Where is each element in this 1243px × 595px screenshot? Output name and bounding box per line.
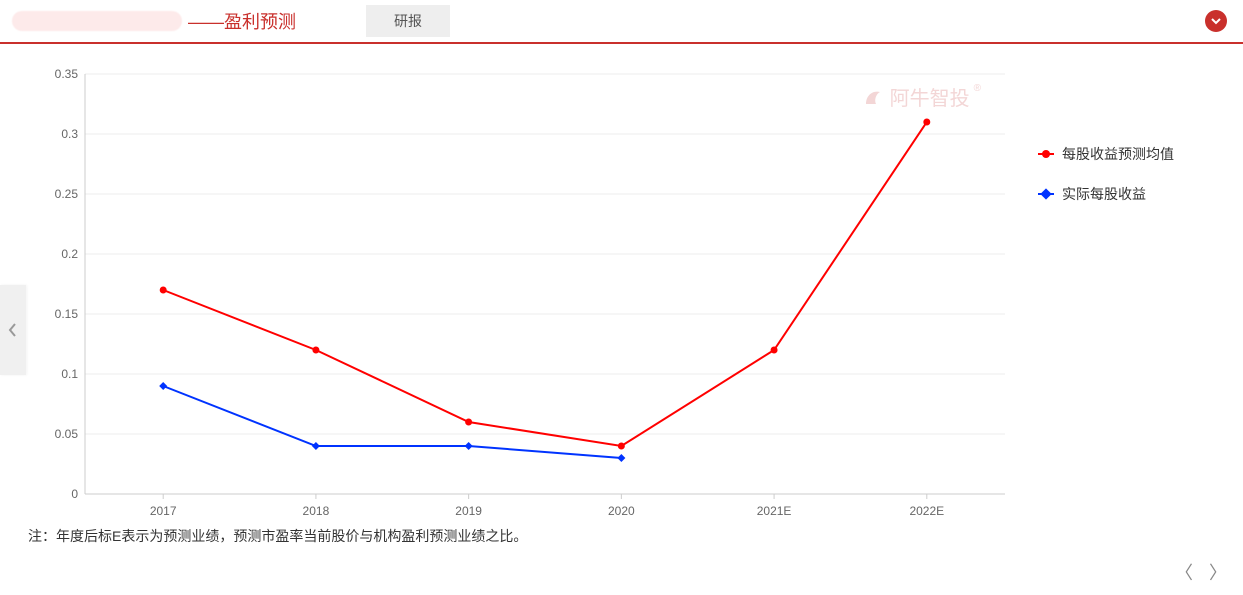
main-content: 0 0.05 0.1 0.15 0.2 0.25 0.3 0.35 2017 2018 2019 2… [0, 44, 1243, 524]
page-title: ——盈利预测 [188, 8, 296, 34]
tab-research-report[interactable]: 研报 [366, 5, 450, 37]
x-tick-label: 2021E [757, 504, 792, 518]
y-tick-label: 0 [38, 487, 78, 501]
watermark-text: 阿牛智投 [890, 82, 970, 111]
pagination-nav: 〈 〉 [1175, 559, 1227, 585]
x-tick-label: 2020 [608, 504, 635, 518]
legend-item-forecast[interactable]: 每股收益预测均值 [1038, 144, 1174, 164]
legend-label: 实际每股收益 [1062, 184, 1146, 204]
y-tick-label: 0.1 [38, 367, 78, 381]
legend-label: 每股收益预测均值 [1062, 144, 1174, 164]
y-tick-label: 0.15 [38, 307, 78, 321]
chevron-down-icon [1211, 16, 1221, 26]
watermark-logo-icon [862, 86, 884, 108]
title-text: 盈利预测 [224, 12, 296, 32]
y-tick-label: 0.35 [38, 67, 78, 81]
prev-page-button[interactable]: 〈 [1175, 559, 1193, 585]
y-tick-label: 0.05 [38, 427, 78, 441]
y-tick-label: 0.2 [38, 247, 78, 261]
chart-svg [30, 64, 1020, 524]
collapse-sidebar-button[interactable] [0, 285, 26, 375]
chart-legend: 每股收益预测均值实际每股收益 [1020, 64, 1174, 524]
legend-swatch [1038, 193, 1054, 195]
legend-swatch [1038, 153, 1054, 155]
watermark-registered: ® [974, 83, 981, 94]
x-tick-label: 2018 [303, 504, 330, 518]
earnings-chart: 0 0.05 0.1 0.15 0.2 0.25 0.3 0.35 2017 2018 2019 2… [30, 64, 1020, 524]
x-tick-label: 2022E [909, 504, 944, 518]
y-tick-label: 0.3 [38, 127, 78, 141]
chevron-left-icon [8, 323, 18, 337]
chart-footnote: 注：年度后标E表示为预测业绩，预测市盈率当前股价与机构盈利预测业绩之比。 [0, 524, 1243, 546]
y-tick-label: 0.25 [38, 187, 78, 201]
title-prefix: —— [188, 12, 224, 32]
header: ——盈利预测 研报 [0, 0, 1243, 42]
legend-marker-icon [1042, 150, 1050, 158]
x-tick-label: 2019 [455, 504, 482, 518]
expand-toggle-button[interactable] [1205, 10, 1227, 32]
next-page-button[interactable]: 〉 [1209, 559, 1227, 585]
x-tick-label: 2017 [150, 504, 177, 518]
legend-item-actual[interactable]: 实际每股收益 [1038, 184, 1174, 204]
legend-marker-icon [1040, 188, 1051, 199]
redacted-stock-name [12, 11, 182, 31]
watermark: 阿牛智投 ® [862, 82, 983, 111]
